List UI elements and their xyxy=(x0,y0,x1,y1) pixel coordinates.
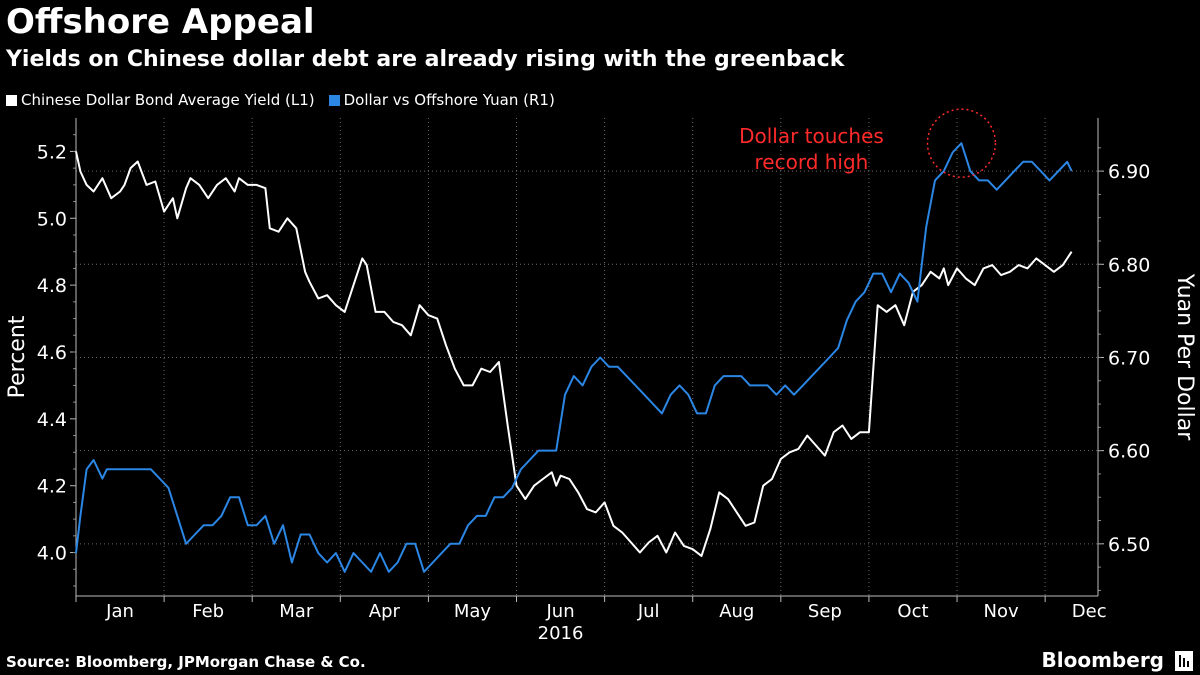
x-tick-label: Jan xyxy=(105,601,134,622)
terminal-icon xyxy=(1175,651,1193,671)
series-line-yield xyxy=(75,151,1073,557)
left-tick-label: 4.2 xyxy=(37,476,67,498)
series-line-yuan xyxy=(75,142,1073,573)
x-tick-label: May xyxy=(454,601,492,622)
x-tick-label: Jun xyxy=(546,601,575,622)
annotation-circle xyxy=(926,108,997,178)
legend-item-yuan: Dollar vs Offshore Yuan (R1) xyxy=(328,90,555,110)
left-tick-label: 4.4 xyxy=(37,409,67,431)
right-tick-label: 6.70 xyxy=(1108,347,1150,369)
x-tick-label: Jul xyxy=(637,601,660,622)
x-tick-label: Dec xyxy=(1072,601,1107,622)
legend: Chinese Dollar Bond Average Yield (L1) D… xyxy=(6,90,569,110)
right-tick-label: 6.60 xyxy=(1108,441,1150,463)
legend-item-yield: Chinese Dollar Bond Average Yield (L1) xyxy=(6,90,315,110)
left-tick-label: 4.6 xyxy=(37,342,67,364)
x-tick-label: Feb xyxy=(192,601,224,622)
series-lines xyxy=(75,142,1073,573)
legend-label-yield: Chinese Dollar Bond Average Yield (L1) xyxy=(21,91,315,109)
x-tick-label: Sep xyxy=(808,601,842,622)
left-tick-label: 5.0 xyxy=(37,208,67,230)
legend-swatch-yuan xyxy=(328,94,340,106)
left-tick-label: 4.0 xyxy=(37,543,67,565)
gridlines xyxy=(76,118,1098,596)
chart-subtitle: Yields on Chinese dollar debt are alread… xyxy=(6,47,845,72)
right-axis-title: Yuan Per Dollar xyxy=(1172,273,1197,441)
chart-title: Offshore Appeal xyxy=(6,2,315,42)
right-tick-label: 6.80 xyxy=(1108,254,1150,276)
x-tick-label: Nov xyxy=(984,601,1019,622)
x-tick-label: Oct xyxy=(897,601,928,622)
annotation-text-line2: record high xyxy=(755,150,869,174)
x-tick-label: Aug xyxy=(719,601,754,622)
annotation-text-line1: Dollar touches xyxy=(739,124,884,148)
left-tick-label: 5.2 xyxy=(37,141,67,163)
x-tick-label: Mar xyxy=(279,601,314,622)
right-tick-label: 6.50 xyxy=(1108,534,1150,556)
left-tick-label: 4.8 xyxy=(37,275,67,297)
axis-labels: Jan Feb Mar Apr May Jun Jul Aug Sep Oct Nov Dec 2016… xyxy=(5,141,1197,644)
left-axis-title: Percent xyxy=(5,315,30,398)
x-tick-label: Apr xyxy=(369,601,401,622)
legend-swatch-yield xyxy=(6,94,17,106)
right-tick-label: 6.90 xyxy=(1108,161,1150,183)
legend-label-yuan: Dollar vs Offshore Yuan (R1) xyxy=(343,91,555,109)
x-axis-label: 2016 xyxy=(538,623,584,644)
axes xyxy=(70,118,1104,602)
source-note: Source: Bloomberg, JPMorgan Chase & Co. xyxy=(6,653,366,671)
bloomberg-logo: Bloomberg xyxy=(1041,648,1164,672)
